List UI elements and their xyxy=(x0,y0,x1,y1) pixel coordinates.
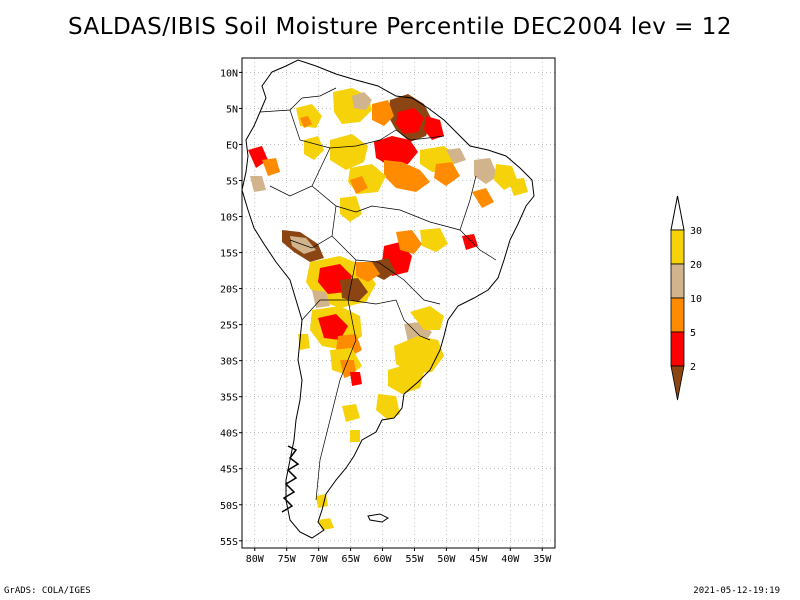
continent-outline xyxy=(241,59,535,539)
patch-colombia-orange xyxy=(300,116,312,128)
patch-amazon-orange-east xyxy=(434,162,460,186)
patch-central-brazil-red-2 xyxy=(462,234,478,250)
patch-central-brazil-orange xyxy=(396,230,422,254)
legend-arrow-top xyxy=(670,195,685,231)
legend-label: 10 xyxy=(690,294,702,305)
legend-swatch xyxy=(670,365,685,401)
patch-s-brazil-yellow xyxy=(410,306,444,330)
patch-tierra-yellow xyxy=(318,518,334,530)
lon-tick-label: 55W xyxy=(405,554,424,565)
legend-label: 20 xyxy=(690,260,702,271)
south-america-coastline xyxy=(241,59,535,539)
lon-tick-label: 40W xyxy=(501,554,520,565)
patch-argentina-red-sw xyxy=(350,372,362,386)
legend-label: 30 xyxy=(690,226,702,237)
legend-swatch xyxy=(670,229,685,265)
longitude-labels: 80W 75W 70W 65W 60W 55W 50W 45W 40W 35W xyxy=(246,548,552,565)
latitude-labels: 10N 5N EQ 5S 10S 15S 20S 25S 30S 35S 40S 45S 50S 55S xyxy=(220,68,242,548)
patch-ne-brazil-tan xyxy=(474,158,498,184)
graticule-grid xyxy=(242,58,555,548)
patch-patagonia-yellow xyxy=(342,404,360,422)
percentile-shading xyxy=(248,88,528,530)
lat-tick-label: 35S xyxy=(220,393,238,404)
patch-n-argentina-red xyxy=(318,314,348,340)
patch-patagonia-yellow-2 xyxy=(350,430,360,442)
country-borders xyxy=(259,87,497,501)
legend-label: 5 xyxy=(690,328,696,339)
patch-central-brazil-yellow xyxy=(420,228,448,252)
lon-tick-label: 75W xyxy=(278,554,297,565)
lon-tick-label: 50W xyxy=(437,554,456,565)
patch-amazon-yellow-west xyxy=(330,134,368,170)
patch-ecuador-orange xyxy=(262,158,280,176)
lat-tick-label: EQ xyxy=(226,140,238,151)
lat-tick-label: 55S xyxy=(220,537,238,548)
patch-pampas-yellow xyxy=(376,394,400,420)
color-legend: 30 20 10 5 2 xyxy=(670,195,702,401)
patch-amazon-orange-center xyxy=(350,176,368,194)
patch-ne-brazil-yellow-2 xyxy=(508,178,528,196)
lon-tick-label: 45W xyxy=(469,554,488,565)
lat-tick-label: 40S xyxy=(220,429,238,440)
patch-amazon-orange xyxy=(384,160,430,192)
legend-swatch xyxy=(670,297,685,333)
patch-chile-south-tan xyxy=(316,494,328,508)
patch-chaco-brown xyxy=(340,278,368,302)
lat-tick-label: 15S xyxy=(220,249,238,260)
legend-swatch xyxy=(670,263,685,299)
lat-tick-label: 5S xyxy=(226,177,238,188)
patch-amazon-red xyxy=(374,136,418,166)
patch-venezuela-tan xyxy=(352,92,372,110)
legend-swatch xyxy=(670,331,685,367)
lon-tick-label: 35W xyxy=(533,554,552,565)
map-title: SALDAS/IBIS Soil Moisture Percentile DEC… xyxy=(67,14,733,40)
lat-tick-label: 25S xyxy=(220,321,238,332)
patch-peru-coast-tan xyxy=(250,176,266,192)
patch-guianas-east xyxy=(424,116,444,140)
plot-timestamp: 2021-05-12-19:19 xyxy=(693,586,780,596)
patch-guianas-red xyxy=(396,108,424,134)
lat-tick-label: 30S xyxy=(220,357,238,368)
patch-colombia-south xyxy=(304,136,324,160)
patch-guianas-orange xyxy=(372,100,394,126)
lat-tick-label: 5N xyxy=(226,104,238,115)
lat-tick-label: 45S xyxy=(220,465,238,476)
lon-tick-label: 80W xyxy=(246,554,265,565)
lat-tick-label: 20S xyxy=(220,285,238,296)
lon-tick-label: 70W xyxy=(310,554,329,565)
lat-tick-label: 50S xyxy=(220,501,238,512)
patch-uruguay-yellow xyxy=(388,364,424,394)
patch-chile-yellow xyxy=(298,334,310,350)
lat-tick-label: 10S xyxy=(220,213,238,224)
patch-ne-brazil-orange xyxy=(472,188,494,208)
map-frame xyxy=(241,57,556,549)
lon-tick-label: 65W xyxy=(342,554,361,565)
lon-tick-label: 60W xyxy=(373,554,392,565)
patch-peru-yellow xyxy=(340,196,362,222)
lat-tick-label: 10N xyxy=(220,68,238,79)
legend-label: 2 xyxy=(690,362,696,373)
falkland-islands xyxy=(367,513,389,523)
grads-credit: GrADS: COLA/IGES xyxy=(4,586,91,596)
patch-amazon-tan xyxy=(446,148,466,164)
patch-chaco-orange xyxy=(356,262,380,282)
chile-fjords xyxy=(281,445,300,513)
